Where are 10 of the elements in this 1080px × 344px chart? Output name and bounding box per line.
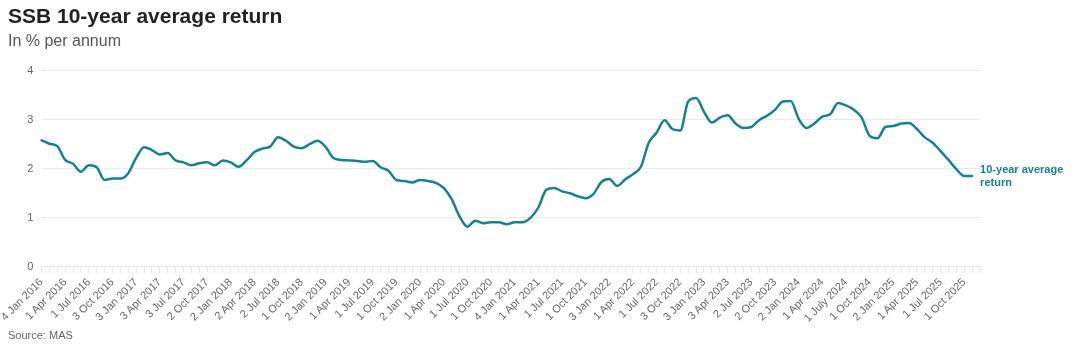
chart-subtitle: In % per annum [8,32,121,50]
line-series [40,96,974,228]
chart-title: SSB 10-year average return [8,4,283,28]
y-tick-label: 4 [27,63,34,76]
y-tick-label: 1 [27,210,34,223]
y-tick-label: 3 [27,112,34,125]
series-label: 10-year average return [980,163,1064,189]
y-tick-label: 2 [27,161,34,174]
y-tick-label: 0 [27,259,34,272]
source-note: Source: MAS [8,329,73,341]
